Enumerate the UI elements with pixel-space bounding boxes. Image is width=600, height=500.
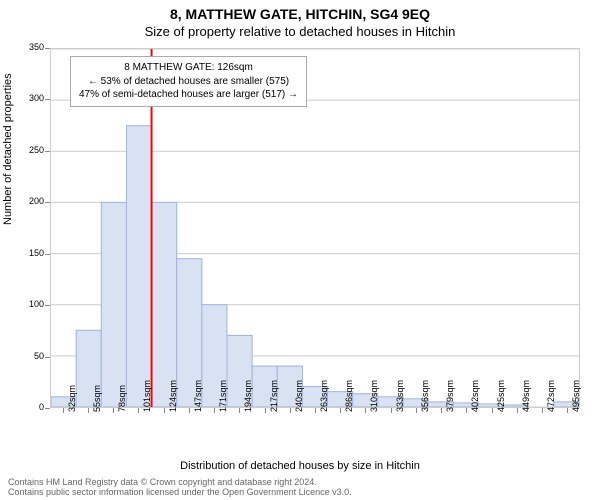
y-tick-label: 50 [4, 351, 44, 361]
x-tick-label: 171sqm [218, 380, 228, 412]
histogram-bar [101, 202, 126, 407]
x-tick-label: 32sqm [67, 385, 77, 412]
x-tick-label: 217sqm [269, 380, 279, 412]
x-tick-label: 379sqm [445, 380, 455, 412]
title-sub: Size of property relative to detached ho… [0, 22, 600, 39]
x-tick-label: 425sqm [496, 380, 506, 412]
annotation-line3: 47% of semi-detached houses are larger (… [79, 88, 298, 102]
x-tick-label: 101sqm [142, 380, 152, 412]
y-tick-label: 300 [4, 93, 44, 103]
x-tick-label: 333sqm [395, 380, 405, 412]
y-tick-label: 100 [4, 299, 44, 309]
x-tick-label: 194sqm [243, 380, 253, 412]
footer-line2: Contains public sector information licen… [8, 487, 592, 497]
x-tick-label: 263sqm [319, 380, 329, 412]
x-tick-label: 356sqm [420, 380, 430, 412]
x-tick-label: 310sqm [369, 380, 379, 412]
plot-area: 050100150200250300350 32sqm55sqm78sqm101… [50, 48, 580, 408]
y-tick-label: 350 [4, 42, 44, 52]
annotation-box: 8 MATTHEW GATE: 126sqm ← 53% of detached… [70, 56, 307, 107]
x-tick-label: 449sqm [521, 380, 531, 412]
title-main: 8, MATTHEW GATE, HITCHIN, SG4 9EQ [0, 0, 600, 22]
x-tick-label: 124sqm [168, 380, 178, 412]
x-tick-label: 495sqm [571, 380, 581, 412]
y-tick-label: 250 [4, 145, 44, 155]
annotation-line1: 8 MATTHEW GATE: 126sqm [79, 61, 298, 75]
x-tick-label: 147sqm [193, 380, 203, 412]
x-tick-label: 240sqm [294, 380, 304, 412]
x-tick-label: 402sqm [470, 380, 480, 412]
chart-container: 8, MATTHEW GATE, HITCHIN, SG4 9EQ Size o… [0, 0, 600, 500]
x-tick-label: 78sqm [117, 385, 127, 412]
y-tick-label: 150 [4, 248, 44, 258]
x-tick-label: 55sqm [92, 385, 102, 412]
annotation-line2: ← 53% of detached houses are smaller (57… [79, 75, 298, 89]
y-tick-label: 0 [4, 402, 44, 412]
y-tick-label: 200 [4, 196, 44, 206]
x-axis-label: Distribution of detached houses by size … [0, 460, 600, 472]
x-tick-label: 286sqm [344, 380, 354, 412]
x-tick-label: 472sqm [546, 380, 556, 412]
footer-line1: Contains HM Land Registry data © Crown c… [8, 477, 592, 487]
footer: Contains HM Land Registry data © Crown c… [0, 474, 600, 500]
histogram-bar [126, 126, 151, 407]
histogram-bar [152, 202, 177, 407]
